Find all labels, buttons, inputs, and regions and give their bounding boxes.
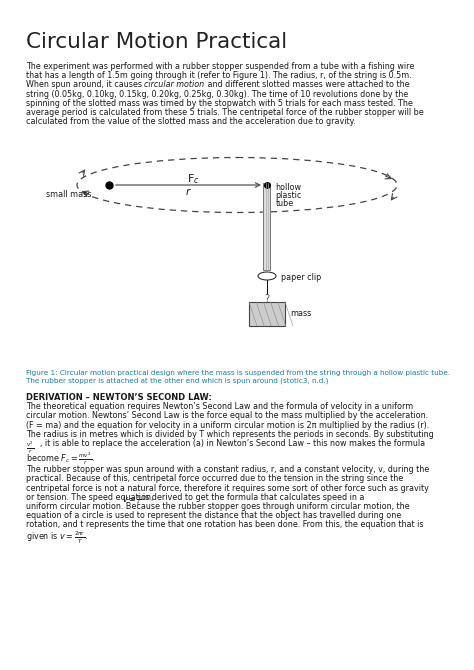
Text: rotation, and t represents the time that one rotation has been done. From this, : rotation, and t represents the time that…	[26, 521, 423, 529]
Text: The radius is in metres which is divided by T which represents the periods in se: The radius is in metres which is divided…	[26, 429, 434, 439]
Text: uniform circular motion. Because the rubber stopper goes through uniform circula: uniform circular motion. Because the rub…	[26, 502, 410, 511]
Bar	[264, 183, 271, 270]
Text: that has a length of 1.5m going through it (refer to Figure 1). The radius, r, o: that has a length of 1.5m going through …	[26, 71, 412, 80]
Text: , is derived to get the formula that calculates speed in a: , is derived to get the formula that cal…	[138, 493, 365, 502]
Text: circular motion. Newtons’ Second Law is the force equal to the mass multiplied b: circular motion. Newtons’ Second Law is …	[26, 411, 428, 420]
Text: paper clip: paper clip	[281, 273, 321, 282]
Text: The rubber stopper is attached at the other end which is spun around (stotic3, n: The rubber stopper is attached at the ot…	[26, 377, 328, 384]
Text: (F = ma) and the equation for velocity in a uniform circular motion is 2π multip: (F = ma) and the equation for velocity i…	[26, 421, 429, 429]
Text: $v = \frac{s}{t}$: $v = \frac{s}{t}$	[122, 493, 141, 508]
Text: DERIVATION – NEWTON’S SECOND LAW:: DERIVATION – NEWTON’S SECOND LAW:	[26, 393, 212, 402]
Text: string (0.05kg, 0.10kg, 0.15kg, 0.20kg, 0.25kg, 0.30kg). The time of 10 revoluti: string (0.05kg, 0.10kg, 0.15kg, 0.20kg, …	[26, 90, 408, 98]
Text: practical. Because of this, centripetal force occurred due to the tension in the: practical. Because of this, centripetal …	[26, 474, 403, 484]
Text: The rubber stopper was spun around with a constant radius, r, and a constant vel: The rubber stopper was spun around with …	[26, 465, 429, 474]
Text: average period is calculated from these 5 trials. The centripetal force of the r: average period is calculated from these …	[26, 108, 424, 117]
Text: circular motion: circular motion	[145, 80, 205, 89]
Text: become $F_c = \frac{mv^2}{r}$.: become $F_c = \frac{mv^2}{r}$.	[26, 450, 95, 467]
Text: small mass: small mass	[46, 190, 91, 199]
Text: $\frac{v^2}{r}$: $\frac{v^2}{r}$	[26, 439, 34, 456]
Text: calculated from the value of the slotted mass and the acceleration due to gravit: calculated from the value of the slotted…	[26, 117, 356, 126]
Text: spinning of the slotted mass was timed by the stopwatch with 5 trials for each m: spinning of the slotted mass was timed b…	[26, 98, 413, 108]
Text: r: r	[186, 187, 190, 197]
Text: , it is able to replace the acceleration (a) in Newton’s Second Law – this now m: , it is able to replace the acceleration…	[40, 439, 425, 448]
Text: The experiment was performed with a rubber stopper suspended from a tube with a : The experiment was performed with a rubb…	[26, 62, 414, 71]
Text: mass: mass	[290, 310, 311, 318]
Text: The theoretical equation requires Newton’s Second Law and the formula of velocit: The theoretical equation requires Newton…	[26, 402, 413, 411]
Text: centripetal force is not a natural force, therefore it requires some sort of oth: centripetal force is not a natural force…	[26, 484, 429, 492]
Text: and different slotted masses were attached to the: and different slotted masses were attach…	[205, 80, 410, 89]
Text: or tension. The speed equation,: or tension. The speed equation,	[26, 493, 154, 502]
Text: equation of a circle is used to represent the distance that the object has trave: equation of a circle is used to represen…	[26, 511, 401, 520]
Text: When spun around, it causes: When spun around, it causes	[26, 80, 145, 89]
Text: given is $v = \frac{2\pi r}{T}$.: given is $v = \frac{2\pi r}{T}$.	[26, 529, 88, 546]
Text: plastic: plastic	[275, 191, 302, 200]
Text: Circular Motion Practical: Circular Motion Practical	[26, 32, 287, 52]
Bar	[249, 302, 285, 326]
Text: hollow: hollow	[275, 183, 301, 192]
Text: Figure 1: Circular motion practical design where the mass is suspended from the : Figure 1: Circular motion practical desi…	[26, 370, 450, 376]
Text: F$_c$: F$_c$	[187, 172, 200, 186]
Text: tube: tube	[275, 199, 294, 208]
Text: ?: ?	[264, 294, 270, 304]
